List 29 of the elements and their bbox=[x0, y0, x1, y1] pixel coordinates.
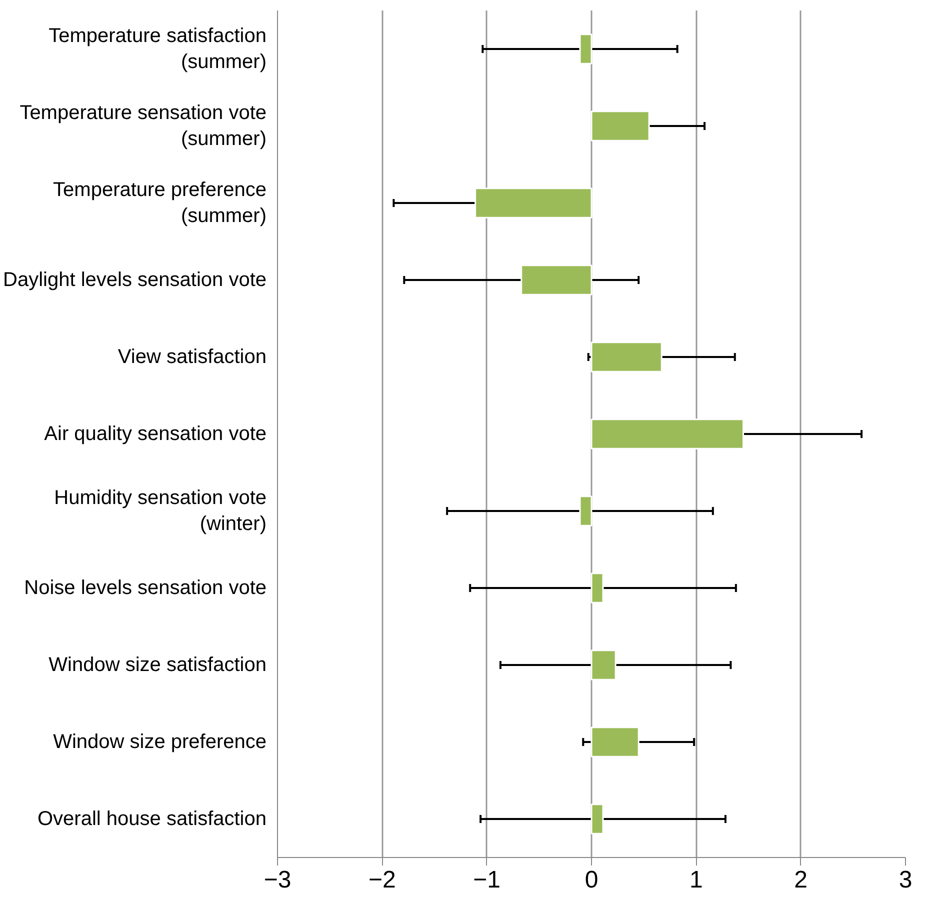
bar bbox=[474, 188, 592, 218]
y-tick-label: Noise levels sensation vote bbox=[24, 577, 267, 599]
y-tick-label: Daylight levels sensation vote bbox=[3, 269, 267, 291]
bar bbox=[590, 650, 616, 680]
y-tick-label: View satisfaction bbox=[118, 346, 266, 368]
bar bbox=[579, 34, 592, 64]
bar bbox=[520, 264, 592, 296]
y-tick-label: Temperature sensation vote (summer) bbox=[20, 102, 267, 150]
bar bbox=[590, 418, 744, 450]
bar bbox=[590, 110, 650, 142]
bar bbox=[590, 726, 640, 758]
x-tick-label: 3 bbox=[898, 866, 912, 894]
bar bbox=[590, 342, 662, 372]
x-tick-label: 1 bbox=[689, 866, 703, 894]
y-tick-label: Overall house satisfaction bbox=[37, 808, 267, 830]
bar bbox=[590, 804, 604, 834]
bar bbox=[590, 572, 604, 604]
x-tick-label: −1 bbox=[473, 866, 501, 894]
x-tick-label: 0 bbox=[584, 866, 598, 894]
y-tick-label: Window size preference bbox=[53, 731, 267, 753]
x-tick-label: −2 bbox=[368, 866, 396, 894]
y-tick-label: Temperature preference (summer) bbox=[53, 178, 267, 228]
bar bbox=[579, 496, 592, 526]
y-tick-label: Window size satisfaction bbox=[48, 654, 267, 676]
x-tick-label: 2 bbox=[794, 866, 808, 894]
y-tick-label: Humidity sensation vote (winter) bbox=[54, 486, 267, 536]
x-tick-label: −3 bbox=[264, 866, 292, 894]
y-tick-label: Temperature satisfaction (summer) bbox=[48, 24, 267, 74]
y-tick-label: Air quality sensation vote bbox=[44, 423, 266, 445]
